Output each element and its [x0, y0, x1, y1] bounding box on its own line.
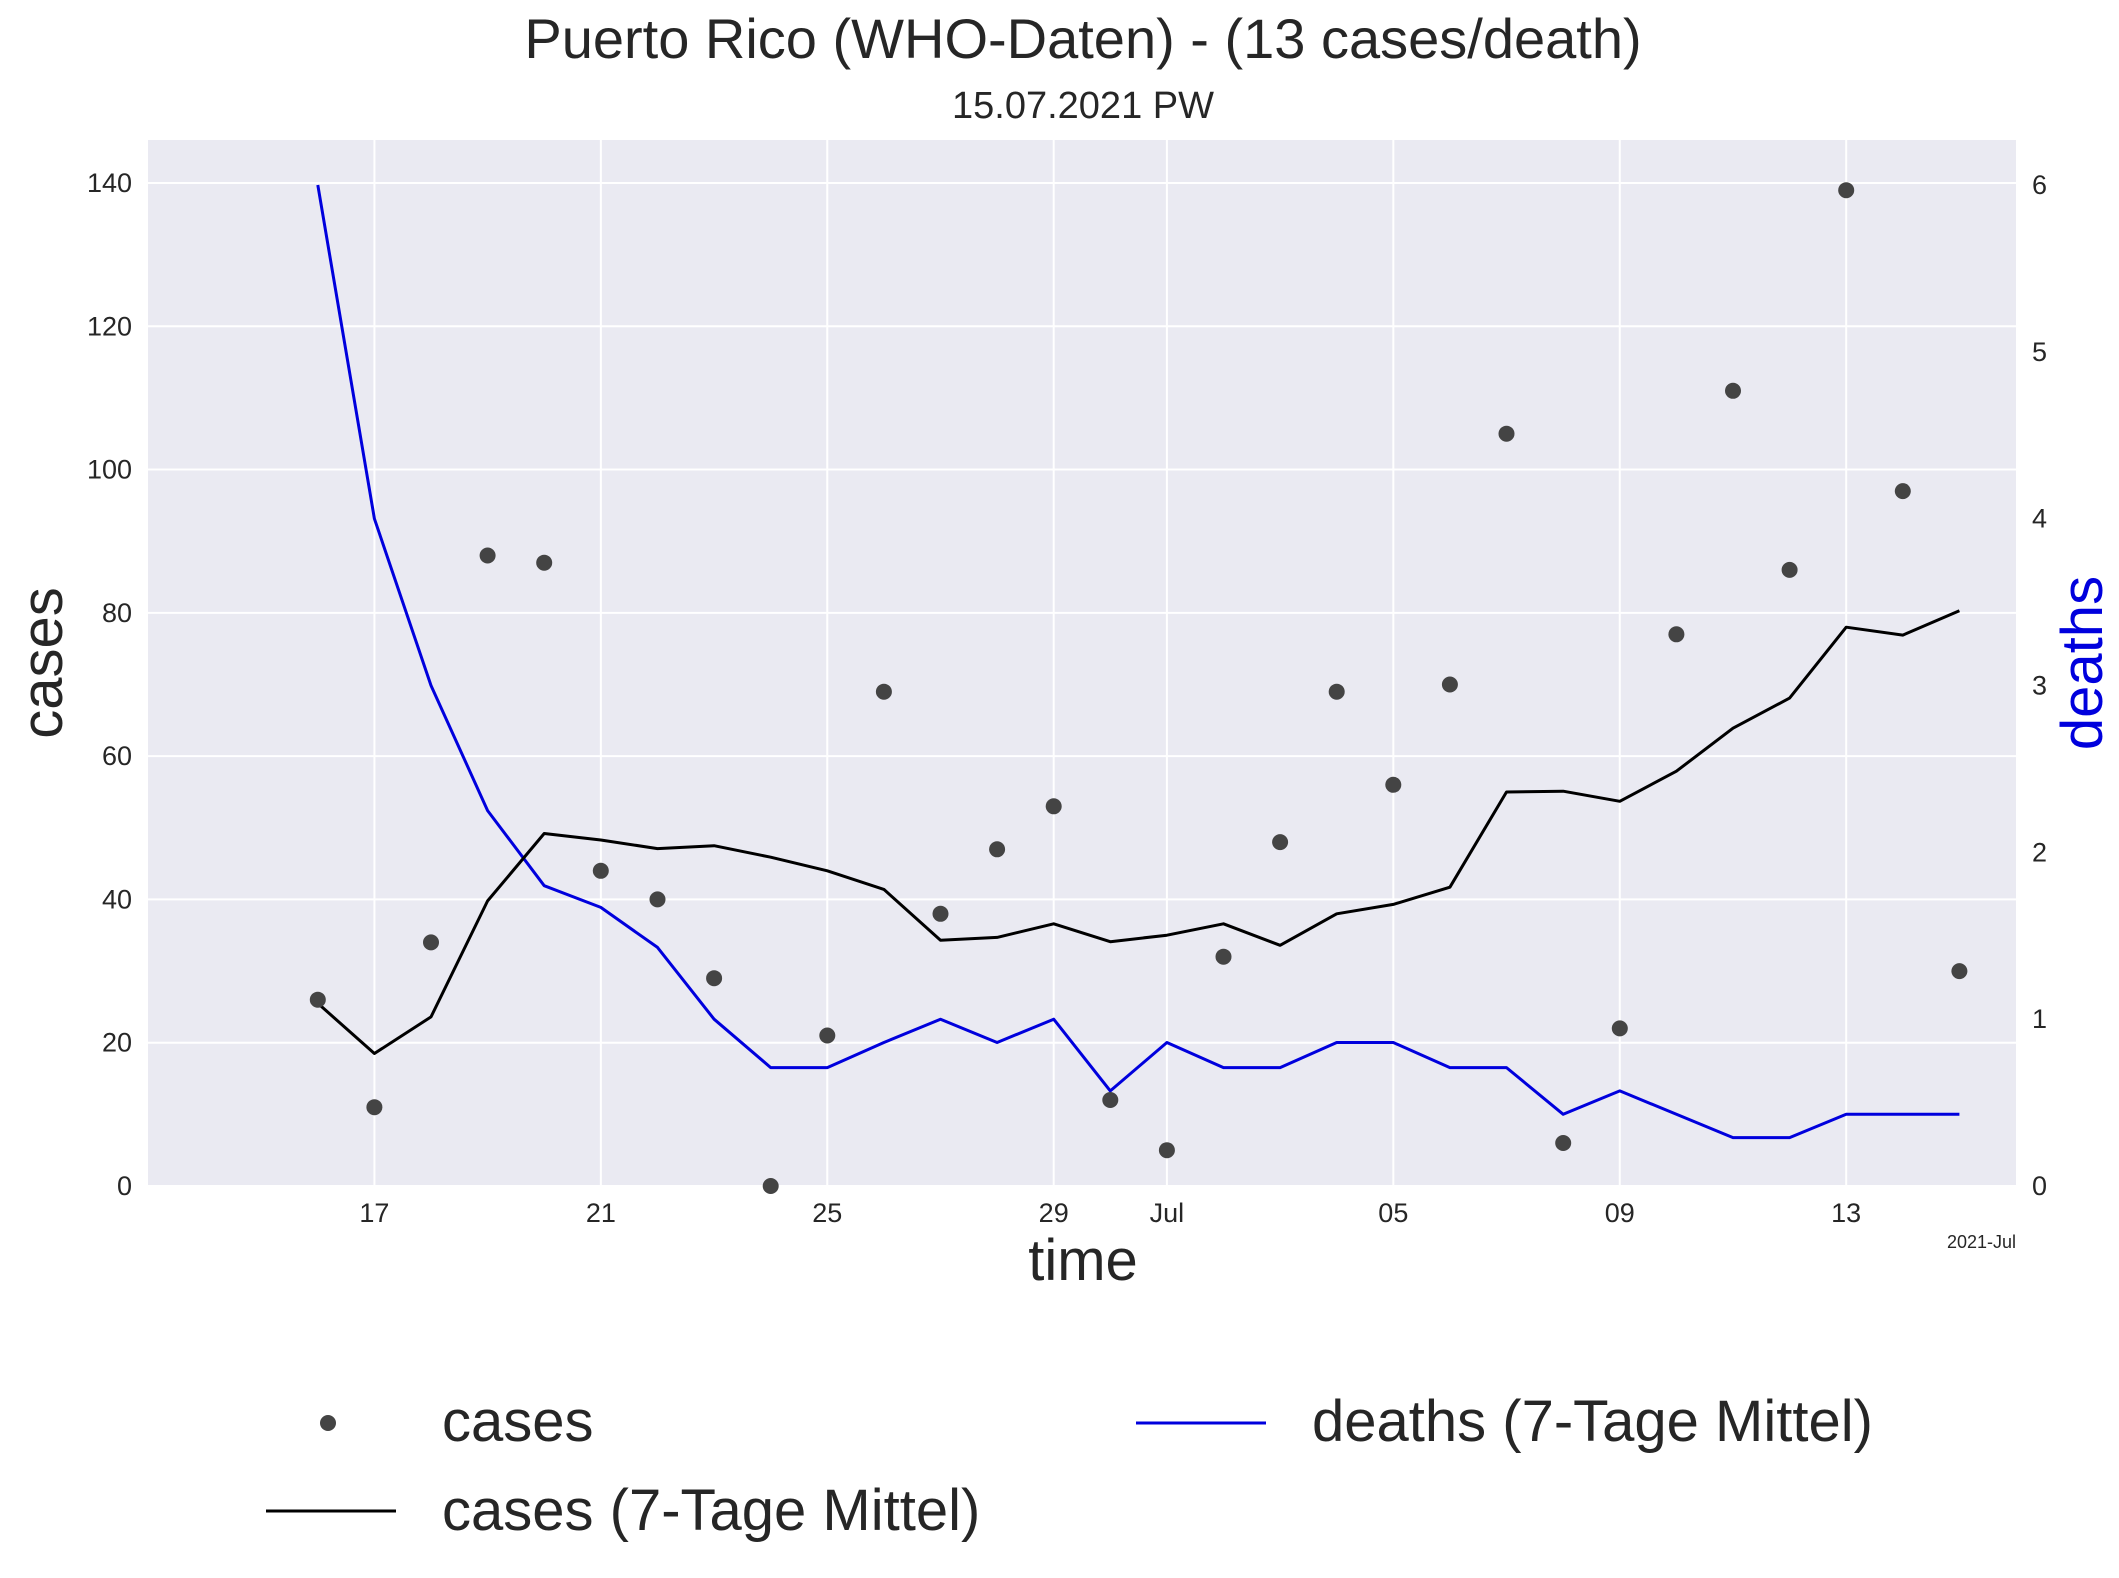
- x-axis-label: time: [1028, 1228, 1138, 1293]
- case-point: [1158, 1142, 1175, 1159]
- case-point: [932, 905, 949, 922]
- case-point: [1385, 776, 1402, 793]
- case-point: [649, 891, 666, 908]
- y2-tick-label: 5: [2032, 337, 2047, 367]
- case-point: [536, 554, 553, 571]
- case-point: [366, 1099, 383, 1116]
- x-tick-label: 25: [812, 1198, 842, 1228]
- case-point: [1668, 626, 1685, 643]
- x-axis-ticks: 17 21 25 29 Jul 05 09 13: [359, 1198, 1861, 1228]
- grid-lines: [148, 140, 2016, 1187]
- case-point: [479, 547, 496, 564]
- chart-subtitle: 15.07.2021 PW: [952, 85, 1214, 127]
- y2-tick-label: 3: [2032, 671, 2047, 701]
- case-point: [592, 862, 609, 879]
- legend-label-cases: cases: [442, 1389, 594, 1454]
- case-point: [1838, 182, 1855, 199]
- case-point: [1328, 683, 1345, 700]
- case-point: [1272, 834, 1289, 851]
- case-point: [1951, 963, 1968, 980]
- case-point: [1102, 1092, 1119, 1108]
- x-tick-label: 05: [1378, 1198, 1408, 1228]
- legend: cases cases (7-Tage Mittel) deaths (7-Ta…: [266, 1389, 1873, 1543]
- legend-marker-cases: [320, 1415, 336, 1431]
- case-point: [1045, 798, 1062, 815]
- y-tick-label: 60: [102, 741, 132, 771]
- case-point: [762, 1178, 779, 1194]
- series-line-2: [316, 184, 1960, 1140]
- plot-area: [148, 140, 2016, 1186]
- x-tick-label: 09: [1605, 1198, 1635, 1228]
- y2-axis-ticks: 0 1 2 3 4 5 6: [2032, 170, 2047, 1201]
- y-tick-label: 20: [102, 1028, 132, 1058]
- case-point: [1781, 561, 1798, 578]
- case-point: [1441, 676, 1458, 693]
- case-point: [1611, 1020, 1628, 1037]
- y-tick-label: 140: [87, 168, 132, 198]
- case-point: [1555, 1135, 1572, 1151]
- y2-axis-label: deaths: [2050, 576, 2115, 750]
- case-point: [1498, 425, 1515, 442]
- y2-tick-label: 4: [2032, 504, 2047, 534]
- series-layer: [309, 182, 1968, 1194]
- x-tick-label: Jul: [1150, 1198, 1185, 1228]
- y-axis-label: cases: [10, 587, 75, 739]
- case-point: [423, 934, 439, 951]
- x-tick-label: 21: [586, 1198, 616, 1228]
- x-tick-label: 13: [1831, 1198, 1861, 1228]
- y2-tick-label: 6: [2032, 170, 2047, 200]
- date-axis-offset: 2021-Jul: [1947, 1232, 2016, 1252]
- case-point: [1215, 948, 1232, 965]
- x-tick-label: 29: [1039, 1198, 1069, 1228]
- case-point: [989, 841, 1006, 858]
- y2-tick-label: 1: [2032, 1004, 2047, 1034]
- case-point: [1894, 483, 1911, 500]
- y-tick-label: 120: [87, 311, 132, 341]
- case-point: [309, 991, 326, 1008]
- case-point: [875, 683, 892, 700]
- y-tick-label: 80: [102, 598, 132, 628]
- y2-tick-label: 0: [2032, 1171, 2047, 1201]
- case-point: [1725, 382, 1741, 399]
- y2-tick-label: 2: [2032, 837, 2047, 867]
- case-point: [819, 1027, 836, 1044]
- case-point: [706, 970, 723, 987]
- legend-label-deaths-avg: deaths (7-Tage Mittel): [1312, 1389, 1873, 1454]
- y-tick-label: 100: [87, 455, 132, 485]
- series-line-1: [316, 609, 1960, 1055]
- y-tick-label: 40: [102, 884, 132, 914]
- y-axis-ticks: 0 20 40 60 80 100 120 140: [87, 168, 132, 1201]
- chart-title: Puerto Rico (WHO-Daten) - (13 cases/deat…: [524, 7, 1641, 70]
- y-tick-label: 0: [117, 1171, 132, 1201]
- x-tick-label: 17: [359, 1198, 389, 1228]
- legend-label-cases-avg: cases (7-Tage Mittel): [442, 1478, 980, 1543]
